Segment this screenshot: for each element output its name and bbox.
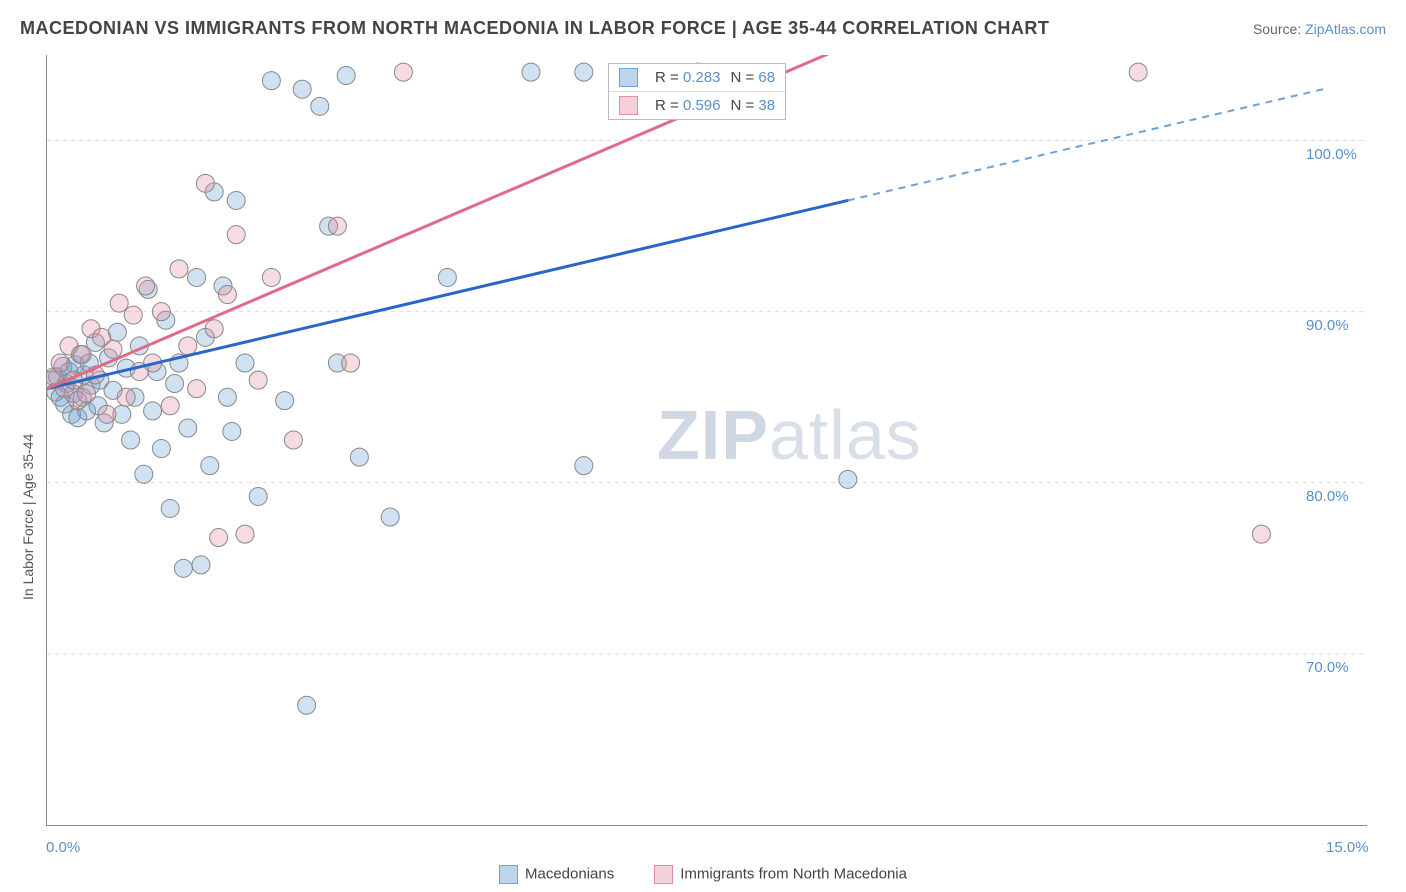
y-tick-label: 80.0% bbox=[1306, 488, 1349, 505]
legend-swatch bbox=[619, 96, 638, 115]
legend-label: Immigrants from North Macedonia bbox=[680, 865, 907, 882]
bottom-legend: Macedonians Immigrants from North Macedon… bbox=[0, 865, 1406, 884]
y-tick-label: 70.0% bbox=[1306, 659, 1349, 676]
x-tick-label: 0.0% bbox=[46, 839, 80, 856]
plot-svg bbox=[47, 55, 1367, 825]
bottom-legend-item: Immigrants from North Macedonia bbox=[654, 865, 907, 884]
y-tick-label: 90.0% bbox=[1306, 317, 1349, 334]
legend-swatch bbox=[654, 865, 673, 884]
inset-legend-row: R = 0.596N = 38 bbox=[609, 91, 785, 119]
plot-area: ZIPatlas R = 0.283N = 68R = 0.596N = 38 bbox=[46, 55, 1367, 826]
inset-legend: R = 0.283N = 68R = 0.596N = 38 bbox=[608, 63, 786, 120]
bottom-legend-item: Macedonians bbox=[499, 865, 614, 884]
chart-title: MACEDONIAN VS IMMIGRANTS FROM NORTH MACE… bbox=[20, 18, 1049, 39]
legend-label: Macedonians bbox=[525, 865, 614, 882]
legend-swatch bbox=[619, 68, 638, 87]
inset-legend-row: R = 0.283N = 68 bbox=[609, 64, 785, 91]
chart-container: MACEDONIAN VS IMMIGRANTS FROM NORTH MACE… bbox=[0, 0, 1406, 892]
title-bar: MACEDONIAN VS IMMIGRANTS FROM NORTH MACE… bbox=[20, 18, 1386, 39]
legend-swatch bbox=[499, 865, 518, 884]
source-link[interactable]: ZipAtlas.com bbox=[1305, 21, 1386, 37]
x-tick-label: 15.0% bbox=[1326, 839, 1369, 856]
y-tick-label: 100.0% bbox=[1306, 146, 1357, 163]
y-axis-label: In Labor Force | Age 35-44 bbox=[20, 434, 36, 600]
source-label: Source: ZipAtlas.com bbox=[1253, 21, 1386, 37]
